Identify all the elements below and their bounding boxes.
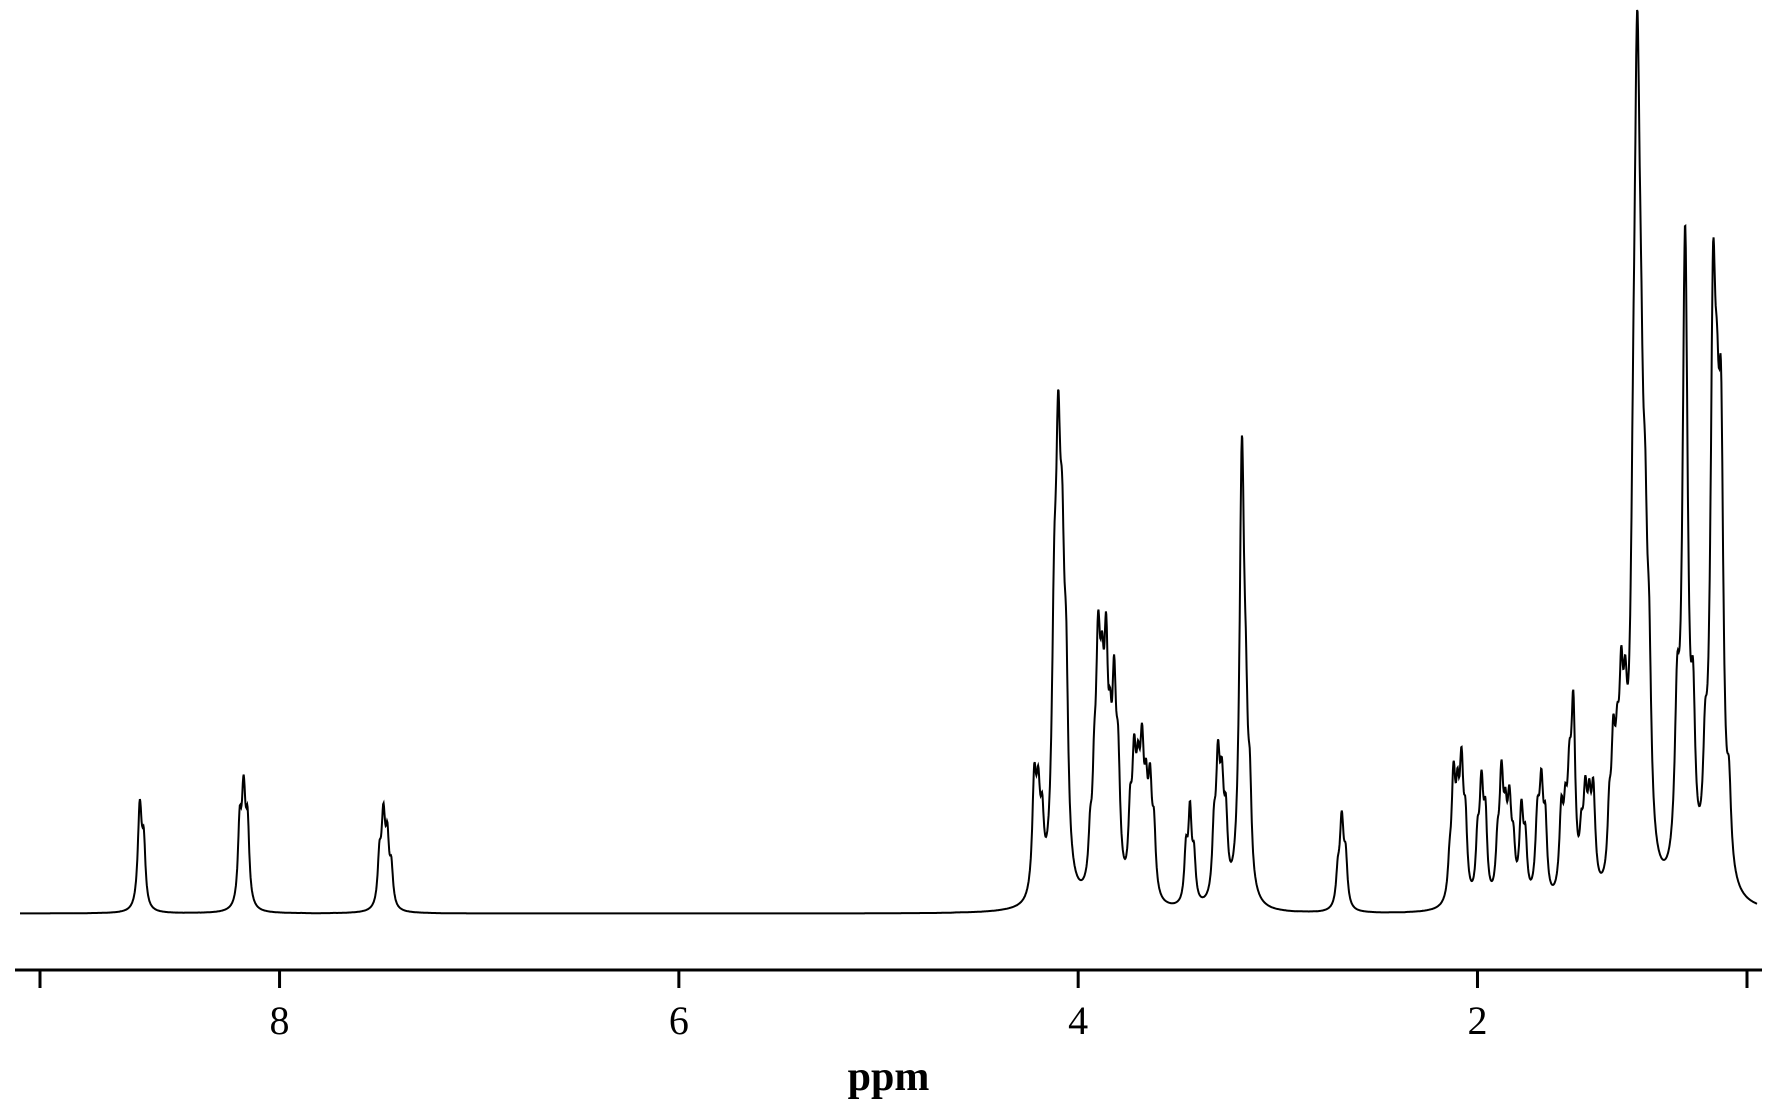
x-axis-tick-label: 8	[270, 998, 290, 1043]
spectrum-trace	[20, 10, 1757, 913]
x-axis-label: ppm	[848, 1054, 930, 1100]
nmr-spectrum-svg: 8 6 4 2 ppm	[0, 0, 1777, 1119]
x-axis-tick-label: 4	[1068, 998, 1088, 1043]
x-axis-group: 8 6 4 2	[15, 970, 1762, 1043]
nmr-chart-container: 8 6 4 2 ppm	[0, 0, 1777, 1119]
x-axis-tick-label: 2	[1467, 998, 1487, 1043]
spectrum-line-group	[20, 10, 1757, 913]
x-axis-tick-label: 6	[669, 998, 689, 1043]
